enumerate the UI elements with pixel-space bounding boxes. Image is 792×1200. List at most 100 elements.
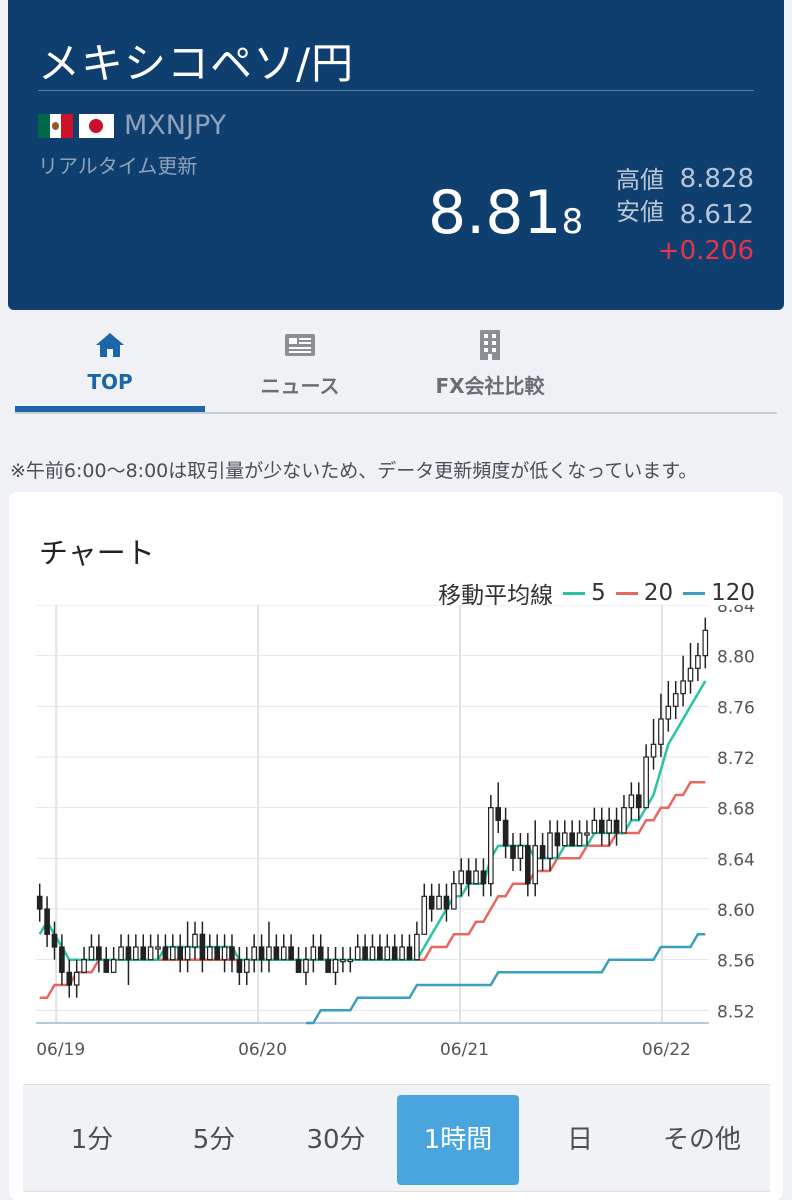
candle-up (702, 629, 709, 657)
candle-up (369, 946, 376, 961)
candle-down (391, 946, 398, 961)
low-label: 安値 (616, 198, 664, 226)
chart-title: チャート (39, 536, 155, 570)
ma5-line (38, 680, 707, 961)
candle-down (325, 959, 331, 973)
candle-up (354, 946, 361, 961)
tab-top[interactable]: TOP (15, 328, 205, 394)
candle-down (428, 895, 435, 910)
candle-up (251, 946, 257, 961)
currency-header: メキシコペソ/円 MXNJPY リアルタイム更新 8.818 高値 8.828 … (8, 0, 784, 310)
low-value: 8.612 (679, 200, 754, 230)
currency-code: MXNJPY (124, 110, 227, 141)
period-5min[interactable]: 5分 (192, 1125, 236, 1155)
price-main: 8.81 (428, 178, 562, 248)
candlestick-chart[interactable]: 8.84 8.80 8.76 8.72 8.68 8.64 8.60 8.56 8.52 06/1… (36, 605, 766, 1075)
candle-up (687, 667, 694, 682)
candle-down (96, 946, 102, 961)
y-tick-label: 8.84 (717, 605, 755, 617)
currency-flags: MXNJPY (38, 110, 226, 141)
candle-down (613, 819, 620, 834)
candle-up (584, 832, 590, 836)
candle-up (206, 946, 213, 961)
home-icon (15, 328, 205, 362)
candle-up (384, 946, 391, 961)
candle-down (524, 845, 531, 885)
high-value: 8.828 (679, 164, 754, 194)
candle-down (317, 946, 324, 961)
candle-up (436, 895, 442, 910)
candle-up (310, 946, 317, 961)
candle-down (103, 959, 110, 973)
candle-up (591, 819, 598, 834)
candle-down (177, 946, 184, 961)
candle-up (303, 959, 309, 973)
period-1min[interactable]: 1分 (70, 1125, 114, 1155)
high-label: 高値 (616, 166, 664, 194)
y-tick-label: 8.52 (717, 1002, 755, 1022)
candle-up (155, 946, 161, 950)
candle-up (547, 832, 553, 859)
y-tick-label: 8.64 (717, 850, 755, 870)
y-tick-label: 8.72 (717, 749, 755, 769)
flag-japan-icon (79, 113, 114, 138)
candle-up (695, 655, 701, 669)
candle-down (258, 946, 265, 961)
candle-down (635, 794, 642, 809)
y-tick-label: 8.76 (717, 698, 755, 718)
candle-up (451, 883, 457, 910)
candle-down (288, 946, 294, 961)
flag-mexico-icon (38, 113, 73, 138)
candle-up (665, 705, 672, 720)
x-tick-label: 06/19 (36, 1040, 85, 1060)
current-price: 8.818 (428, 178, 583, 248)
x-tick-label: 06/22 (642, 1040, 691, 1060)
price-change: +0.206 (657, 236, 754, 266)
y-tick-label: 8.80 (717, 648, 755, 668)
period-30min[interactable]: 30分 (306, 1125, 366, 1155)
candle-up (73, 971, 80, 986)
tab-fx-compare[interactable]: FX会社比較 (395, 328, 585, 399)
ma-legend-5: 5 (563, 580, 606, 606)
candle-down (539, 845, 546, 859)
period-day[interactable]: 日 (566, 1125, 593, 1155)
candle-down (406, 946, 413, 961)
candle-up (266, 946, 272, 961)
realtime-label: リアルタイム更新 (38, 154, 198, 178)
candle-down (273, 946, 280, 961)
candle-up (650, 743, 657, 758)
tab-news[interactable]: ニュース (205, 328, 395, 399)
candle-up (280, 946, 287, 961)
candle-down (125, 946, 132, 961)
candle-up (340, 959, 346, 963)
candle-up (606, 819, 612, 834)
x-tick-label: 06/20 (238, 1040, 287, 1060)
period-other[interactable]: その他 (662, 1125, 741, 1155)
notice-text: ※午前6:00〜8:00は取引量が少ないため、データ更新頻度が低くなっています。 (10, 460, 698, 482)
page-title: メキシコペソ/円 (38, 39, 355, 88)
candle-up (421, 895, 428, 935)
candle-up (628, 794, 635, 809)
candle-down (44, 908, 50, 935)
candle-down (140, 946, 147, 961)
candle-down (510, 845, 516, 859)
candle-down (59, 946, 65, 973)
candle-up (81, 959, 87, 973)
candle-down (554, 832, 561, 847)
candle-down (569, 832, 576, 847)
candle-up (110, 959, 117, 973)
price-last-digit: 8 (561, 202, 584, 242)
candle-up (243, 959, 250, 973)
candle-up (133, 946, 139, 961)
candle-up (88, 946, 95, 961)
period-1hour[interactable]: 1時間 (397, 1095, 519, 1185)
ma-legend-120: 120 (683, 580, 755, 606)
candle-down (443, 895, 450, 910)
building-icon (395, 328, 585, 362)
candle-down (162, 946, 169, 961)
candle-up (118, 946, 124, 961)
candle-up (332, 959, 339, 973)
candle-up (621, 807, 627, 834)
candle-up (347, 959, 354, 963)
tab-fx-compare-label: FX会社比較 (435, 374, 545, 398)
